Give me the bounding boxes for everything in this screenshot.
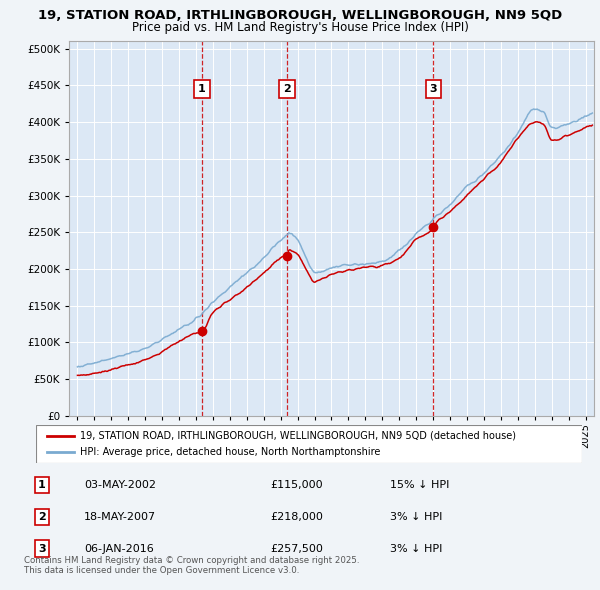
- FancyBboxPatch shape: [36, 425, 582, 463]
- Text: £218,000: £218,000: [270, 512, 323, 522]
- Text: £257,500: £257,500: [270, 544, 323, 553]
- Text: 3% ↓ HPI: 3% ↓ HPI: [390, 544, 442, 553]
- Text: 06-JAN-2016: 06-JAN-2016: [84, 544, 154, 553]
- Text: 03-MAY-2002: 03-MAY-2002: [84, 480, 156, 490]
- Text: 1: 1: [38, 480, 46, 490]
- Text: Contains HM Land Registry data © Crown copyright and database right 2025.
This d: Contains HM Land Registry data © Crown c…: [24, 556, 359, 575]
- Text: 3: 3: [430, 84, 437, 94]
- Text: 2: 2: [283, 84, 291, 94]
- Text: 3: 3: [38, 544, 46, 553]
- Text: 1: 1: [198, 84, 206, 94]
- Text: 2: 2: [38, 512, 46, 522]
- Text: Price paid vs. HM Land Registry's House Price Index (HPI): Price paid vs. HM Land Registry's House …: [131, 21, 469, 34]
- Text: 19, STATION ROAD, IRTHLINGBOROUGH, WELLINGBOROUGH, NN9 5QD: 19, STATION ROAD, IRTHLINGBOROUGH, WELLI…: [38, 9, 562, 22]
- Text: £115,000: £115,000: [270, 480, 323, 490]
- Text: 15% ↓ HPI: 15% ↓ HPI: [390, 480, 449, 490]
- Text: HPI: Average price, detached house, North Northamptonshire: HPI: Average price, detached house, Nort…: [80, 447, 380, 457]
- Text: 18-MAY-2007: 18-MAY-2007: [84, 512, 156, 522]
- Text: 19, STATION ROAD, IRTHLINGBOROUGH, WELLINGBOROUGH, NN9 5QD (detached house): 19, STATION ROAD, IRTHLINGBOROUGH, WELLI…: [80, 431, 515, 441]
- Text: 3% ↓ HPI: 3% ↓ HPI: [390, 512, 442, 522]
